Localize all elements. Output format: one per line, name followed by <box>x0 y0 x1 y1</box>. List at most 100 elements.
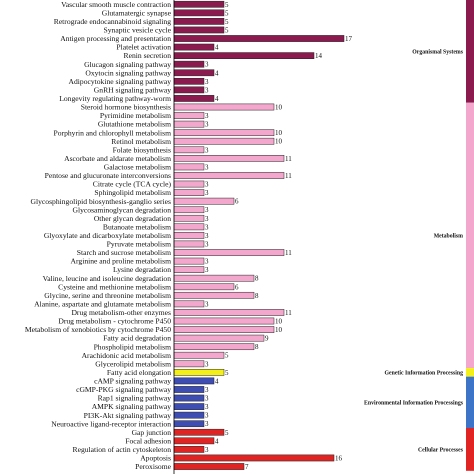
value-label: 3 <box>205 360 209 368</box>
value-label: 8 <box>255 275 259 283</box>
category-label: Gap junction <box>132 428 172 437</box>
bar <box>173 146 205 154</box>
category-label: Citrate cycle (TCA cycle) <box>93 180 172 189</box>
value-label: 5 <box>225 369 229 377</box>
value-label: 6 <box>235 283 239 291</box>
category-label: Phospholipid metabolism <box>94 342 172 351</box>
value-label: 3 <box>205 86 209 94</box>
category-label: Neuroactive ligand-receptor interaction <box>51 419 171 428</box>
group-label: Metabolism <box>434 233 463 239</box>
bar <box>173 223 205 231</box>
value-label: 5 <box>225 18 229 26</box>
category-label: Glutamatergic synapse <box>102 8 172 17</box>
category-label: Glycerolipid metabolism <box>95 359 171 368</box>
value-label: 10 <box>275 104 283 112</box>
bar <box>173 86 205 94</box>
value-label: 3 <box>205 258 209 266</box>
category-label: Glyoxylate and dicarboxylate metabolism <box>44 231 171 240</box>
category-label: Synaptic vesicle cycle <box>104 26 172 35</box>
group-label: Cellular Processes <box>418 447 464 453</box>
bar <box>173 163 205 171</box>
value-label: 6 <box>235 198 239 206</box>
bar <box>173 18 225 25</box>
value-label: 4 <box>215 95 219 103</box>
category-label: Retrograde endocannabinoid signaling <box>54 17 171 26</box>
category-label: Glutathione metabolism <box>98 120 171 129</box>
bar <box>173 95 215 102</box>
value-label: 5 <box>225 352 229 360</box>
value-label: 3 <box>205 395 209 403</box>
group-color-strip <box>466 376 474 428</box>
category-label: Ascorbate and aldarate metabolism <box>64 154 171 163</box>
value-label: 5 <box>225 26 229 34</box>
category-label: Glycosaminoglycan degradation <box>73 205 172 214</box>
value-label: 16 <box>335 454 343 462</box>
bars-layer <box>173 0 345 470</box>
category-label: Vascular smooth muscle contraction <box>61 0 171 9</box>
bar <box>173 291 255 299</box>
category-label: Arachidonic acid metabolism <box>82 351 172 360</box>
bar <box>173 446 205 453</box>
category-label: Retinol metabolism <box>111 137 171 146</box>
bar <box>173 0 225 8</box>
bar <box>173 309 285 316</box>
group-label: Genetic Information Processing <box>385 370 464 376</box>
value-label: 4 <box>215 44 219 52</box>
bar <box>173 411 205 419</box>
bar <box>173 69 215 77</box>
value-label: 3 <box>205 163 209 171</box>
value-label: 17 <box>345 35 353 43</box>
category-label: Platelet activation <box>116 43 171 52</box>
category-label: Pyruvate metabolism <box>107 240 171 249</box>
bar <box>173 343 255 351</box>
value-label: 10 <box>275 129 283 137</box>
value-label: 7 <box>245 463 249 471</box>
value-label: 5 <box>225 1 229 9</box>
category-label: Alanine, aspartate and glutamate metabol… <box>34 299 171 308</box>
value-label: 3 <box>205 61 209 69</box>
bar <box>173 206 205 214</box>
category-label: Other glycan degradation <box>94 214 171 223</box>
category-label: Folate biosynthesis <box>113 145 171 154</box>
value-label: 14 <box>315 52 323 60</box>
bar <box>173 43 215 51</box>
value-label: 3 <box>205 78 209 86</box>
value-label: 5 <box>225 429 229 437</box>
bar <box>173 394 205 402</box>
bar <box>173 240 205 248</box>
value-label: 3 <box>205 420 209 428</box>
value-label: 3 <box>205 181 209 189</box>
category-label: Oxytocin signaling pathway <box>85 68 171 77</box>
category-label: Apoptosis <box>140 454 171 463</box>
group-annotations: Organismal Systems Metabolism Genetic Info… <box>364 0 474 471</box>
group-color-strip <box>466 368 474 377</box>
bar <box>173 120 205 128</box>
bar <box>173 103 275 111</box>
value-label: 10 <box>275 326 283 334</box>
bar <box>173 26 225 34</box>
value-label: 3 <box>205 266 209 274</box>
bar <box>173 35 345 42</box>
bar <box>173 137 275 145</box>
bar <box>173 266 205 273</box>
bar <box>173 386 205 393</box>
bar <box>173 428 225 436</box>
value-label: 3 <box>205 386 209 394</box>
value-label: 9 <box>265 335 269 343</box>
bar <box>173 326 275 333</box>
value-label: 4 <box>215 437 219 445</box>
category-label: Fatty acid degradation <box>103 334 171 343</box>
bar <box>173 257 205 265</box>
bar <box>173 9 225 17</box>
bar <box>173 463 245 470</box>
value-label: 10 <box>275 138 283 146</box>
category-label: Adipocytokine signaling pathway <box>69 77 172 86</box>
bar <box>173 360 205 368</box>
category-label: Sphingolipid metabolism <box>94 188 171 197</box>
bar <box>173 369 225 376</box>
category-label: Glycine, serine and threonine metabolism <box>44 291 171 300</box>
category-label: cAMP signaling pathway <box>94 377 171 386</box>
bar <box>173 317 275 325</box>
bar <box>173 112 205 119</box>
bar <box>173 197 235 205</box>
